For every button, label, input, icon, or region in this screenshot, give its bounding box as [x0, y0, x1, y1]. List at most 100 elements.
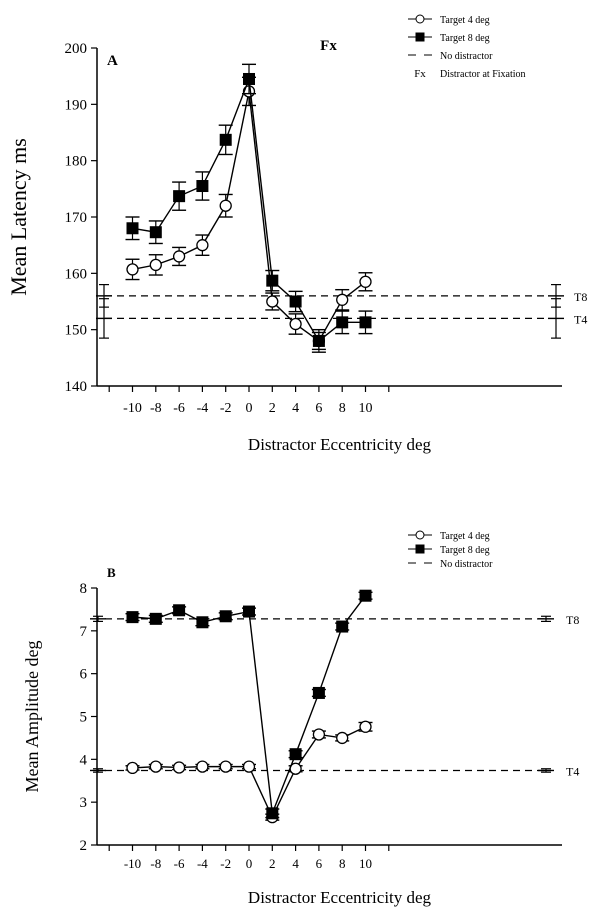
x-tick-label: 0	[246, 401, 253, 416]
x-tick-label: -4	[197, 856, 208, 871]
x-tick-label: -8	[150, 856, 161, 871]
y-tick-label: 8	[80, 581, 88, 597]
series-line-2	[132, 595, 367, 814]
fixation-annotation: Fx	[320, 38, 337, 54]
data-point-square	[266, 807, 279, 820]
data-point-square	[312, 686, 325, 699]
baseline-label: T4	[566, 764, 579, 778]
data-point-square	[266, 274, 279, 287]
y-tick-label: 180	[65, 154, 88, 170]
x-tick-label: -10	[123, 401, 142, 416]
data-point-circle	[126, 263, 139, 276]
data-point-circle	[219, 760, 232, 773]
baseline-label: T8	[574, 290, 587, 304]
legend-label: Target 4 deg	[440, 15, 490, 26]
x-tick-label: 2	[269, 401, 276, 416]
x-tick-label: 4	[292, 856, 299, 871]
legend-square-marker	[415, 544, 425, 554]
legend-label: Target 4 deg	[440, 531, 490, 542]
data-point-square	[336, 620, 349, 633]
data-point-circle	[172, 250, 186, 263]
data-point-square	[312, 334, 325, 347]
x-tick-label: -2	[220, 401, 232, 416]
x-tick-label: -8	[150, 401, 162, 416]
x-tick-label: -10	[124, 856, 141, 871]
x-tick-label: 4	[292, 401, 299, 416]
baseline-label: T4	[574, 312, 587, 326]
data-point-square	[149, 612, 162, 625]
x-tick-label: 0	[246, 856, 253, 871]
legend-label: No distractor	[440, 51, 493, 62]
data-point-circle	[336, 731, 349, 745]
x-tick-label: -4	[197, 401, 209, 416]
x-tick-label: 6	[315, 401, 322, 416]
data-point-square	[196, 616, 209, 629]
legend-square-marker	[415, 32, 425, 42]
x-tick-label: -6	[173, 401, 185, 416]
y-tick-label: 200	[65, 41, 88, 57]
data-point-square	[289, 748, 302, 761]
data-point-circle	[289, 317, 302, 331]
legend-circle-marker	[415, 530, 425, 540]
data-point-circle	[196, 239, 209, 252]
x-tick-label: 10	[359, 856, 372, 871]
data-point-square	[289, 295, 302, 308]
data-point-square	[173, 190, 186, 203]
data-point-square	[219, 610, 232, 623]
data-point-square	[149, 226, 162, 239]
data-point-circle	[312, 728, 326, 741]
data-point-circle	[149, 258, 162, 272]
y-tick-label: 5	[80, 710, 88, 726]
y-tick-label: 190	[65, 97, 88, 113]
panel-a-latency-chart: 140 150 160 170 180 190 200 -10 -8 -6 -4 -2 0 2 4 6 8 10 M…	[6, 14, 587, 454]
x-tick-label: -2	[220, 856, 231, 871]
data-point-circle	[266, 295, 279, 308]
x-axis-title: Distractor Eccentricity deg	[248, 888, 432, 907]
y-tick-label: 160	[65, 266, 88, 282]
data-point-circle	[196, 760, 209, 773]
x-tick-label: 2	[269, 856, 276, 871]
data-point-circle	[219, 199, 232, 212]
x-tick-label: 10	[359, 401, 373, 416]
y-axis-title: Mean Latency ms	[6, 138, 31, 296]
y-tick-label: 170	[65, 210, 88, 226]
data-point-square	[196, 180, 209, 193]
y-tick-label: 4	[80, 752, 88, 768]
y-tick-label: 3	[80, 795, 88, 811]
y-tick-label: 140	[65, 379, 88, 395]
data-point-circle	[126, 761, 139, 775]
data-point-circle	[242, 760, 256, 773]
data-point-square	[359, 589, 372, 602]
data-point-circle	[359, 275, 372, 288]
data-point-square	[243, 72, 255, 85]
data-point-square	[126, 611, 139, 624]
legend-label: Distractor at Fixation	[440, 69, 526, 80]
legend-label: Target 8 deg	[440, 545, 490, 556]
baseline-label: T8	[566, 613, 579, 627]
data-point-square	[336, 316, 349, 329]
data-point-square	[219, 133, 232, 146]
legend-label: Target 8 deg	[440, 33, 490, 44]
data-point-circle	[336, 293, 349, 306]
x-tick-label: 8	[339, 401, 346, 416]
y-tick-label: 2	[80, 838, 88, 854]
x-tick-label: -6	[174, 856, 185, 871]
y-tick-label: 6	[80, 667, 88, 683]
x-tick-label: 8	[339, 856, 346, 871]
data-point-circle	[359, 720, 372, 733]
data-point-square	[243, 605, 255, 618]
y-axis-title: Mean Amplitude deg	[22, 641, 42, 793]
x-axis-title: Distractor Eccentricity deg	[248, 435, 432, 454]
series-line-1	[132, 91, 366, 342]
legend-symbol-text: Fx	[414, 68, 426, 80]
data-point-square	[173, 604, 186, 617]
x-tick-label: 6	[316, 856, 323, 871]
panel-label: B	[107, 565, 116, 580]
data-point-circle	[172, 761, 186, 774]
y-tick-label: 150	[65, 323, 88, 339]
panel-label: A	[107, 53, 118, 69]
legend-label: No distractor	[440, 559, 493, 570]
data-point-square	[126, 222, 139, 235]
series-line-2	[132, 78, 366, 342]
